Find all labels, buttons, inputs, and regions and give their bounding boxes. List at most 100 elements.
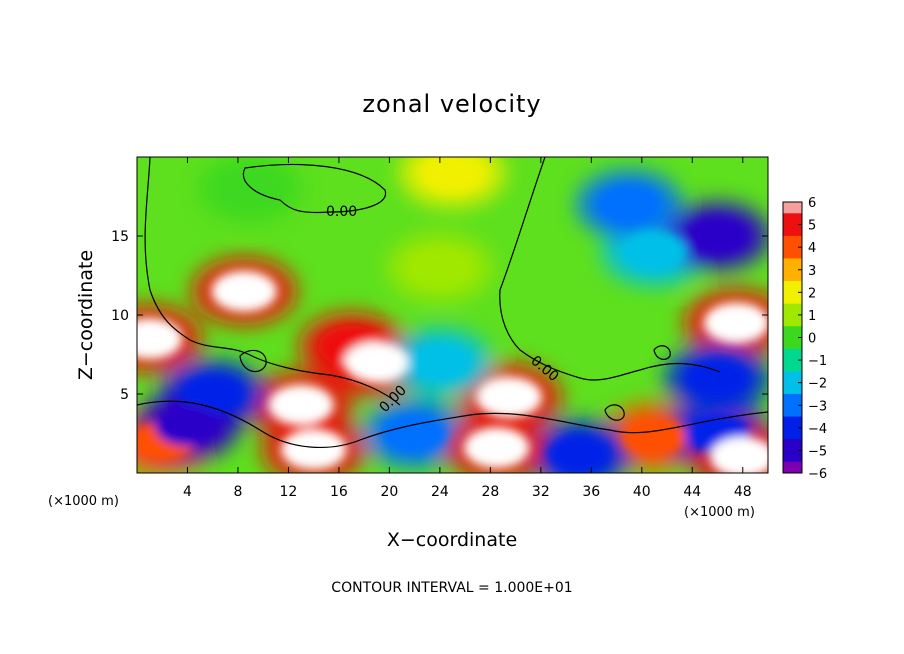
x-tick-label: 32 <box>532 484 550 500</box>
contour-lines <box>137 157 768 448</box>
x-tick-label: 36 <box>582 484 600 500</box>
field-feature-core <box>463 427 530 469</box>
colorbar-band <box>783 224 802 231</box>
colorbar-band <box>783 303 802 310</box>
field-feature-core <box>684 357 751 399</box>
colorbar-band <box>783 309 802 316</box>
field-feature-core <box>596 183 662 225</box>
zero-contour-blob-3 <box>653 345 671 360</box>
colorbar-band <box>783 331 802 338</box>
colorbar-band <box>783 410 802 418</box>
colorbar-band <box>783 202 802 209</box>
colorbar-band <box>783 213 802 220</box>
colorbar-band <box>783 467 802 474</box>
zero-contour-blob-2 <box>604 404 625 421</box>
colorbar-band <box>783 405 802 412</box>
colorbar-tick-label: 5 <box>808 219 816 234</box>
colorbar-band <box>783 297 802 305</box>
colorbar-band <box>783 450 802 457</box>
colorbar-band <box>783 320 802 327</box>
colorbar-band <box>783 286 802 293</box>
colorbar-band <box>783 264 802 271</box>
colorbar-band <box>783 388 802 395</box>
colorbar-band <box>783 218 802 226</box>
colorbar-band <box>783 235 802 243</box>
chart-title: zonal velocity <box>362 90 541 118</box>
x-tick-label: 16 <box>330 484 348 500</box>
colorbar-band <box>783 433 802 440</box>
colorbar-band <box>783 365 802 372</box>
colorbar-band <box>783 456 802 463</box>
colorbar-tick-label: −1 <box>808 354 827 369</box>
colorbar-band <box>783 427 802 434</box>
x-tick-label: 4 <box>183 484 192 500</box>
field-feature-core <box>217 168 284 210</box>
field-feature-core <box>419 157 486 194</box>
colorbar-band <box>783 382 802 389</box>
colorbar-band <box>783 439 802 446</box>
x-unit-label-right: (×1000 m) <box>684 505 755 520</box>
field-feature-core <box>154 405 221 447</box>
zero-contour-blob-1 <box>239 349 267 373</box>
zero-contour-left <box>144 157 401 406</box>
colorbar-tick-label: −3 <box>808 399 827 414</box>
x-tick-label: 24 <box>431 484 449 500</box>
colorbar-band <box>783 371 802 378</box>
zero-contour-lower <box>137 400 768 448</box>
field-feature-core <box>407 341 473 383</box>
colorbar-band <box>783 326 802 333</box>
colorbar-band <box>783 275 802 282</box>
velocity-cores <box>137 157 768 473</box>
colorbar-band <box>783 399 802 406</box>
colorbar-band <box>783 292 802 299</box>
colorbar-band <box>783 258 802 265</box>
y-axis-title: Z−coordinate <box>75 250 97 380</box>
colorbar-band <box>783 247 802 254</box>
colorbar-tick-label: 6 <box>808 196 816 211</box>
field-feature-core <box>211 270 278 312</box>
contour-interval-note: CONTOUR INTERVAL = 1.000E+01 <box>331 580 572 596</box>
colorbar-band <box>783 360 802 367</box>
x-tick-label: 40 <box>633 484 651 500</box>
colorbar-band <box>783 230 802 237</box>
colorbar-band <box>783 422 802 429</box>
field-feature-core <box>381 412 448 455</box>
contour-label-top: 0.00 <box>326 204 357 220</box>
colorbar-band <box>783 377 802 384</box>
field-feature-core <box>703 302 768 344</box>
x-unit-label-left: (×1000 m) <box>48 494 119 509</box>
x-tick-label: 20 <box>380 484 398 500</box>
colorbar-tick-label: 1 <box>808 309 816 324</box>
colorbar-band <box>783 269 802 276</box>
zero-contour-divide <box>499 157 721 381</box>
field-feature-core <box>407 247 473 289</box>
colorbar-band <box>783 354 802 361</box>
colorbar-tick-label: 4 <box>808 241 816 256</box>
colorbar: 6 5 4 3 2 1 0 −1 −2 −3 −4 −5 −6 <box>782 196 827 482</box>
y-tick-label: 15 <box>111 229 129 245</box>
field-feature-core <box>268 384 334 426</box>
colorbar-tick-label: −4 <box>808 422 827 437</box>
colorbar-ticks: 6 5 4 3 2 1 0 −1 −2 −3 −4 −5 −6 <box>798 196 827 482</box>
colorbar-tick-label: 2 <box>808 286 816 301</box>
y-tick-label: 10 <box>111 308 129 324</box>
x-tick-label: 12 <box>280 484 298 500</box>
colorbar-band <box>783 337 802 344</box>
colorbar-band <box>783 444 802 451</box>
colorbar-band <box>783 416 802 423</box>
x-tick-label: 44 <box>683 484 701 500</box>
colorbar-band <box>783 393 802 401</box>
colorbar-bands <box>783 202 802 474</box>
x-axis-ticks: 4 8 12 16 20 24 28 32 36 40 44 48 <box>183 157 752 500</box>
colorbar-band <box>783 281 802 288</box>
field-feature-core <box>137 318 183 360</box>
colorbar-band <box>783 241 802 248</box>
colorbar-band <box>783 343 802 350</box>
field-feature-core <box>343 341 410 383</box>
y-axis-ticks: 5 10 15 <box>111 229 768 403</box>
field-feature-core <box>621 231 688 273</box>
colorbar-band <box>783 348 802 355</box>
colorbar-tick-label: −5 <box>808 444 827 459</box>
y-tick-label: 5 <box>120 387 129 403</box>
